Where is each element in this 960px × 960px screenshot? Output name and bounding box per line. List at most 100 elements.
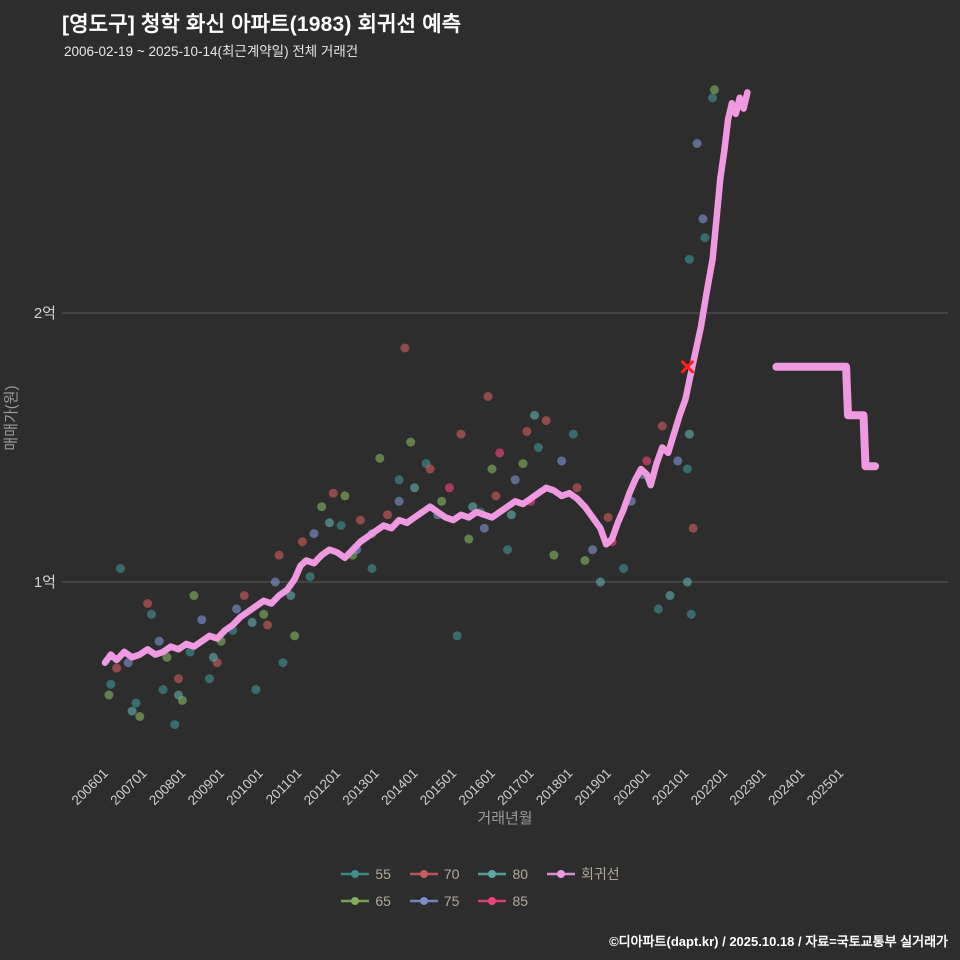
legend-label: 70 (443, 866, 460, 882)
scatter-point-70 (174, 674, 183, 684)
scatter-point-70 (603, 512, 613, 522)
scatter-point-70 (572, 483, 582, 493)
scatter-point-55 (106, 679, 116, 689)
x-tick-label: 201901 (572, 766, 614, 808)
legend-item-85[interactable]: 85 (477, 893, 528, 909)
scatter-point-80 (506, 510, 516, 520)
scatter-point-55 (568, 429, 578, 439)
legend-label: 85 (512, 893, 529, 909)
scatter-point-65 (135, 712, 145, 721)
copyright-footer: ©디아파트(dapt.kr) / 2025.10.18 / 자료=국토교통부 실… (609, 934, 948, 949)
x-tick-label: 201801 (533, 766, 575, 808)
x-tick-label: 200601 (69, 766, 111, 808)
scatter-point-70 (522, 426, 532, 436)
x-axis-title: 거래년월 (477, 810, 532, 827)
legend-marker-icon (341, 870, 370, 878)
x-tick-label: 202001 (610, 766, 652, 808)
legend-item-75[interactable]: 75 (409, 893, 460, 909)
scatter-point-65 (340, 491, 350, 501)
scatter-point-80 (247, 617, 257, 627)
scatter-point-55 (533, 443, 543, 452)
x-tick-label: 202401 (765, 766, 807, 808)
scatter-point-55 (503, 545, 512, 555)
scatter-point-75 (673, 456, 683, 466)
scatter-point-70 (383, 510, 392, 520)
scatter-point-65 (290, 631, 300, 641)
scatter-point-75 (698, 214, 708, 224)
x-tick-label: 202101 (649, 766, 691, 808)
scatter-point-55 (170, 720, 180, 730)
legend-item-65[interactable]: 65 (340, 893, 391, 909)
x-tick-label: 201701 (494, 766, 536, 808)
scatter-point-85 (642, 456, 652, 466)
scatter-point-80 (468, 502, 478, 512)
highlight-x-marker (680, 360, 694, 374)
scatter-point-70 (297, 537, 307, 547)
scatter-point-55 (684, 254, 694, 264)
legend-marker-icon (409, 897, 438, 905)
scatter-point-70 (328, 488, 338, 498)
scatter-point-85 (495, 448, 505, 458)
page-title: [영도구] 청학 화신 아파트(1983) 회귀선 예측 (62, 13, 462, 36)
scatter-point-55 (619, 564, 629, 573)
scatter-point-65 (487, 464, 497, 474)
scatter-point-80 (325, 518, 334, 528)
x-tick-label: 202301 (727, 766, 769, 808)
scatter-point-55 (394, 475, 404, 485)
scatter-point-75 (479, 523, 489, 533)
scatter-point-70 (483, 391, 493, 401)
scatter-point-65 (189, 591, 199, 600)
scatter-point-70 (491, 491, 501, 501)
legend-marker-icon (478, 870, 507, 878)
legend-item-55[interactable]: 55 (340, 864, 391, 884)
x-tick-label: 202201 (688, 766, 730, 808)
x-tick-label: 201201 (301, 766, 343, 808)
scatter-point-55 (131, 698, 141, 708)
scatter-point-80 (410, 483, 420, 493)
scatter-point-65 (580, 556, 590, 565)
page-subtitle: 2006-02-19 ~ 2025-10-14(최근계약일) 전체 거래건 (64, 44, 359, 59)
legend-item-70[interactable]: 70 (409, 864, 460, 884)
scatter-point-65 (406, 437, 416, 447)
scatter-point-55 (700, 233, 710, 243)
scatter-point-55 (251, 685, 261, 695)
scatter-point-65 (104, 690, 114, 700)
scatter-point-55 (158, 685, 168, 695)
scatter-point-55 (367, 564, 377, 573)
scatter-point-70 (657, 421, 667, 431)
scatter-point-70 (239, 591, 249, 600)
scatter-point-75 (270, 577, 280, 587)
scatter-point-75 (197, 615, 207, 625)
legend-marker-icon (547, 870, 576, 878)
legend-label: 65 (375, 893, 391, 909)
scatter-point-75 (154, 636, 164, 646)
legend-label: 회귀선 (581, 866, 620, 882)
scatter-point-85 (444, 483, 454, 493)
scatter-point-55 (278, 658, 288, 668)
x-tick-label: 201501 (417, 766, 459, 808)
x-tick-label: 200701 (107, 766, 149, 808)
scatter-point-55 (708, 93, 718, 103)
scatter-point-55 (116, 564, 125, 573)
scatter-point-70 (355, 515, 365, 525)
scatter-point-65 (464, 534, 474, 544)
scatter-point-55 (205, 674, 214, 684)
x-tick-label: 202501 (804, 766, 846, 808)
legend-marker-icon (478, 897, 507, 905)
scatter-point-80 (595, 577, 605, 587)
scatter-point-55 (185, 647, 195, 657)
scatter-point-80 (530, 410, 540, 420)
x-tick-label: 201001 (223, 766, 265, 808)
scatter-point-75 (394, 496, 404, 506)
scatter-point-70 (263, 620, 272, 630)
scatter-point-70 (400, 343, 410, 353)
legend-marker-icon (409, 870, 438, 878)
scatter-point-75 (123, 658, 133, 668)
scatter-point-75 (232, 604, 242, 614)
scatter-point-55 (653, 604, 663, 614)
legend-item-80[interactable]: 80 (477, 864, 528, 884)
scatter-point-55 (305, 572, 315, 582)
legend-item-회귀선[interactable]: 회귀선 (546, 864, 620, 884)
scatter-point-80 (127, 706, 137, 716)
legend-label: 75 (443, 893, 460, 909)
